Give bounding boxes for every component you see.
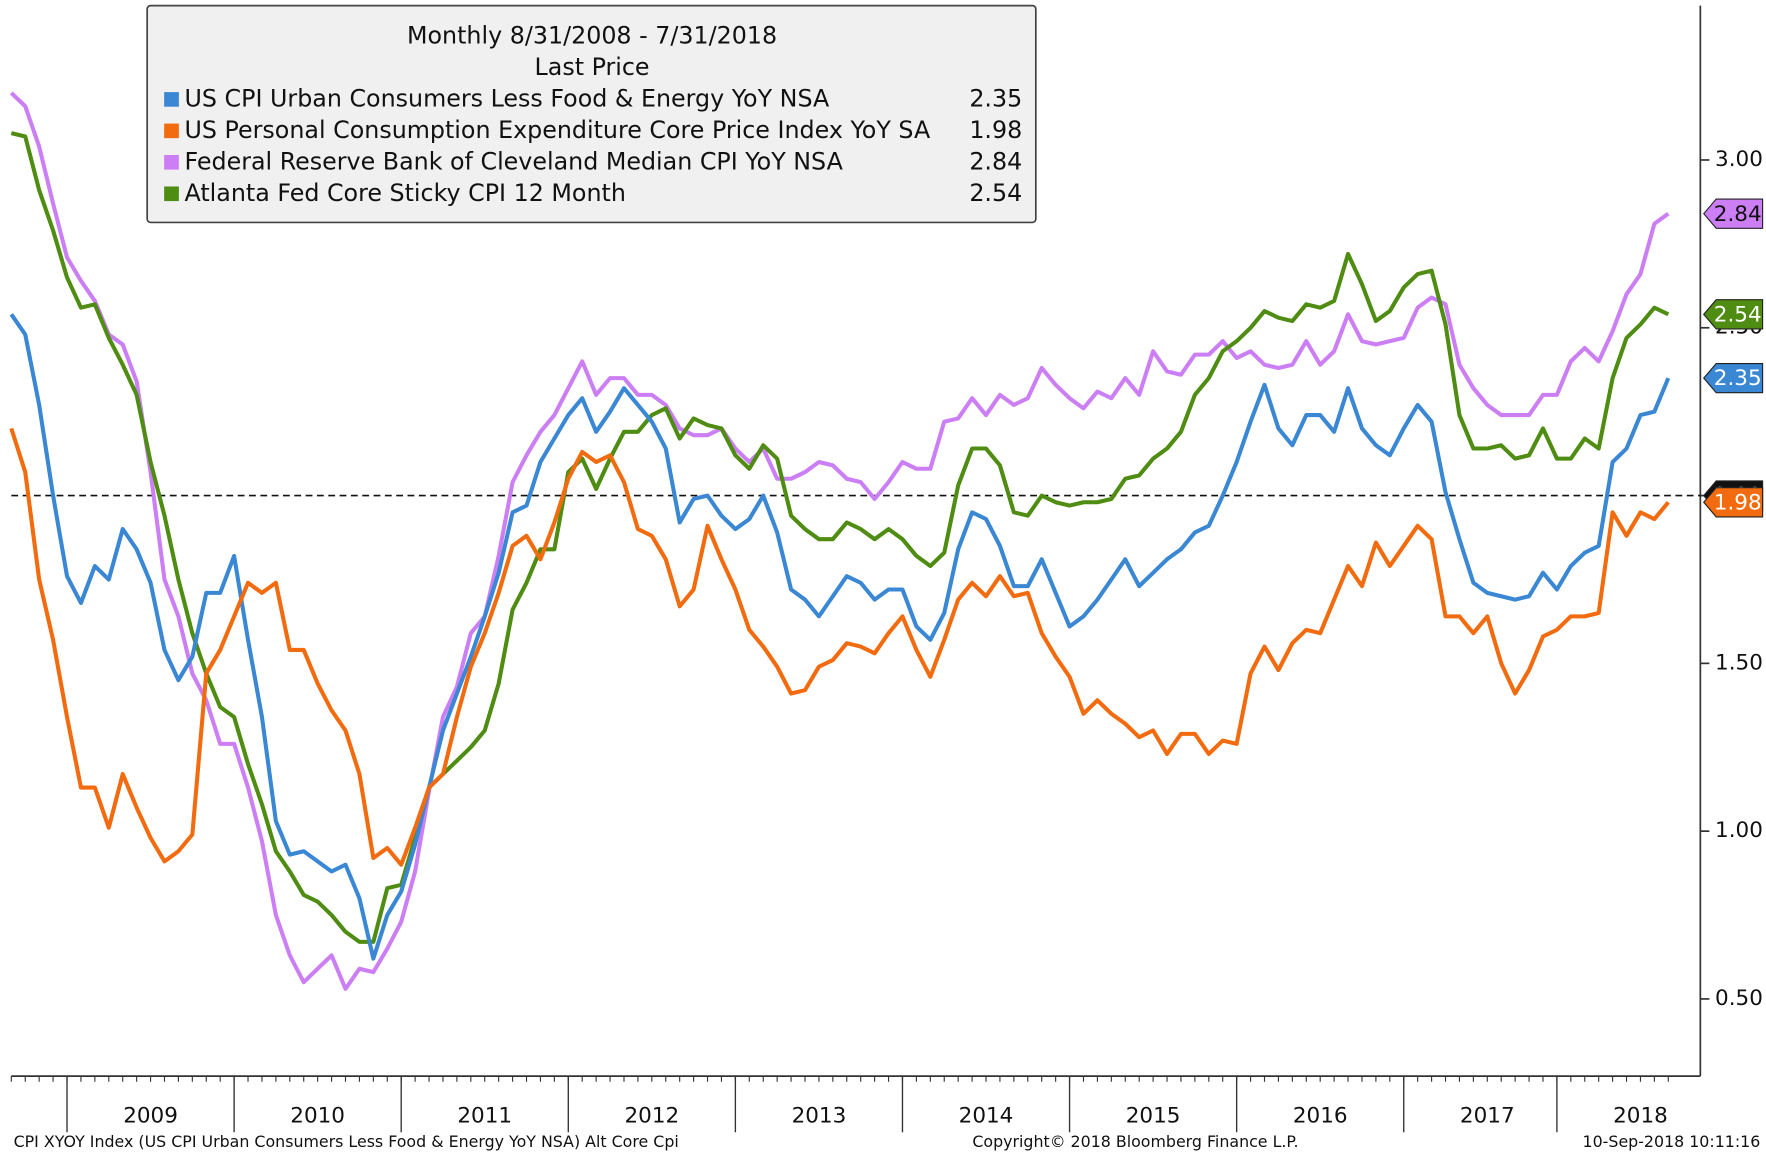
last-value-badge [1702,487,1764,518]
footer-center: Copyright© 2018 Bloomberg Finance L.P. [972,1132,1298,1151]
last-value-badge [1702,198,1764,229]
x-tick-label: 2016 [1293,1104,1348,1129]
series-line [10,131,1670,944]
legend-value: 2.84 [969,147,1022,175]
legend-title: Monthly 8/31/2008 - 7/31/2018 [407,22,777,50]
x-tick-label: 2012 [624,1104,679,1129]
y-tick-label: 1.00 [1715,818,1763,843]
legend-box [146,4,1037,224]
last-value-badge-label: 1.98 [1714,490,1762,515]
last-value-badge-label: 2.35 [1714,366,1762,391]
x-tick-label: 2017 [1460,1104,1515,1129]
footer-right: 10-Sep-2018 10:11:16 [1583,1132,1761,1151]
series-line [9,313,1671,961]
last-value-badge [1702,362,1764,394]
last-value-badge [1702,299,1764,330]
x-tick-label: 2018 [1613,1104,1668,1129]
legend-label: US CPI Urban Consumers Less Food & Energ… [185,85,830,113]
series-line [9,91,1670,991]
legend-swatch [164,92,179,107]
x-tick-label: 2009 [123,1104,178,1129]
last-value-badge-label: 2.84 [1714,202,1762,227]
legend-value: 2.35 [969,85,1022,113]
legend-value: 2.54 [969,179,1022,207]
y-tick-label: 0.50 [1715,986,1763,1011]
series-line [9,427,1670,867]
y-tick-label: 3.00 [1715,147,1763,172]
legend: Monthly 8/31/2008 - 7/31/2018 Last Price U… [146,4,1037,224]
x-tick-label: 2013 [792,1104,847,1129]
legend-swatch [164,155,179,170]
x-tick-label: 2011 [457,1104,512,1129]
last-value-badge-label: 2.54 [1714,303,1762,328]
legend-swatch [164,186,179,202]
x-tick-label: 2014 [959,1104,1014,1129]
legend-swatch [164,123,179,139]
legend-label: Federal Reserve Bank of Cleveland Median… [185,147,843,175]
x-tick-label: 2015 [1126,1104,1181,1129]
legend-label: Atlanta Fed Core Sticky CPI 12 Month [185,179,626,207]
legend-label: US Personal Consumption Expenditure Core… [185,116,931,144]
x-tick-label: 2010 [290,1104,345,1129]
legend-subtitle: Last Price [535,53,650,81]
footer-left: CPI XYOY Index (US CPI Urban Consumers L… [14,1132,679,1151]
y-tick-label: 1.50 [1715,650,1763,675]
legend-value: 1.98 [969,116,1022,144]
